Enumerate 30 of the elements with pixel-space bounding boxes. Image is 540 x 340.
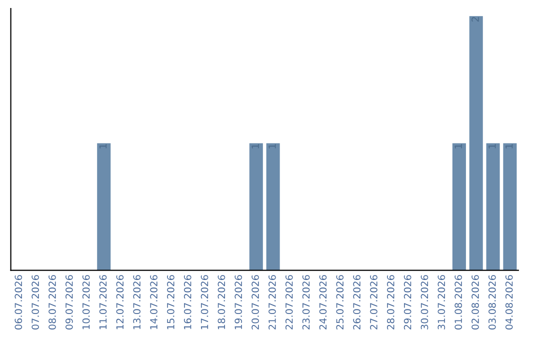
x-tick-label: 27.07.2026: [370, 275, 378, 330]
x-tick-label: 10.07.2026: [82, 275, 90, 330]
x-tick-label: 25.07.2026: [336, 275, 344, 330]
x-tick-label: 28.07.2026: [386, 275, 394, 330]
x-tick-label: 15.07.2026: [167, 275, 174, 330]
x-tick-label: 20.07.2026: [252, 275, 259, 330]
x-tick-label: 08.07.2026: [48, 275, 56, 330]
x-tick-label: 06.07.2026: [14, 275, 22, 330]
x-tick-label: 03.08.2026: [488, 275, 496, 330]
x-tick-label: 04.08.2026: [505, 275, 513, 330]
x-tick-label: 02.08.2026: [472, 275, 479, 330]
x-tick-label: 24.07.2026: [319, 275, 327, 330]
x-tick-label: 14.07.2026: [150, 275, 158, 330]
x-tick-label: 29.07.2026: [404, 275, 412, 330]
x-tick-label: 09.07.2026: [65, 275, 73, 330]
x-tick-label: 19.07.2026: [234, 275, 242, 330]
x-tick-label: 21.07.2026: [268, 275, 276, 330]
x-tick-label: 12.07.2026: [116, 275, 124, 330]
x-tick-label: 17.07.2026: [200, 275, 208, 330]
x-tick-label: 13.07.2026: [133, 275, 141, 330]
x-tick-label: 30.07.2026: [420, 275, 428, 330]
x-tick-label: 07.07.2026: [32, 275, 39, 330]
x-tick-label: 26.07.2026: [353, 275, 360, 330]
x-tick-label: 01.08.2026: [454, 275, 462, 330]
x-tick-label: 16.07.2026: [184, 275, 192, 330]
x-tick-label: 23.07.2026: [302, 275, 310, 330]
x-tick-label: 18.07.2026: [218, 275, 226, 330]
x-tick-label: 11.07.2026: [99, 275, 107, 330]
x-tick-label: 22.07.2026: [285, 275, 293, 330]
x-tick-label: 31.07.2026: [438, 275, 446, 330]
